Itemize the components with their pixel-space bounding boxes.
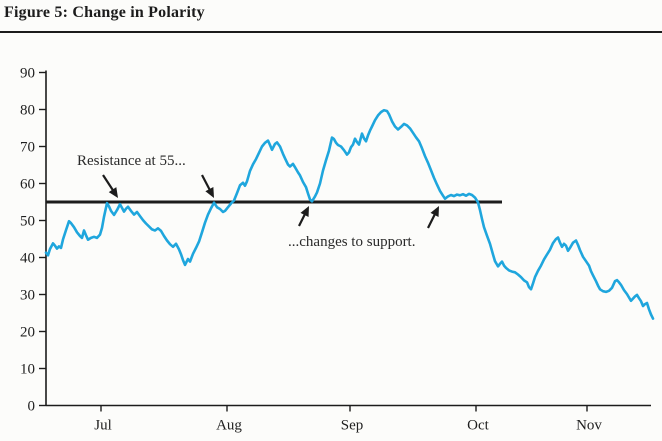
y-tick-label: 40 bbox=[20, 251, 35, 267]
y-tick-label: 10 bbox=[20, 362, 35, 378]
figure-title: Figure 5: Change in Polarity bbox=[4, 4, 205, 21]
support-annotation: ...changes to support. bbox=[288, 234, 416, 250]
y-tick-label: 80 bbox=[20, 103, 35, 119]
x-tick-label: Sep bbox=[341, 418, 364, 434]
y-tick-label: 60 bbox=[20, 177, 35, 193]
x-tick-label: Jul bbox=[94, 418, 112, 434]
annotation-arrow-head bbox=[205, 187, 214, 198]
annotation-arrow-head bbox=[430, 206, 439, 217]
y-tick-label: 70 bbox=[20, 140, 35, 156]
y-tick-label: 30 bbox=[20, 288, 35, 304]
y-tick-label: 0 bbox=[28, 399, 36, 415]
y-tick-label: 50 bbox=[20, 214, 35, 230]
annotation-arrow-head bbox=[108, 187, 118, 198]
resistance-annotation: Resistance at 55... bbox=[77, 153, 186, 169]
title-rule bbox=[0, 31, 662, 33]
y-tick-label: 20 bbox=[20, 325, 35, 341]
x-tick-label: Aug bbox=[216, 418, 242, 434]
annotation-arrow-head bbox=[300, 206, 309, 217]
x-tick-label: Oct bbox=[467, 418, 489, 434]
x-tick-label: Nov bbox=[576, 418, 602, 434]
price-line bbox=[44, 108, 655, 320]
y-tick-label: 90 bbox=[20, 66, 35, 82]
